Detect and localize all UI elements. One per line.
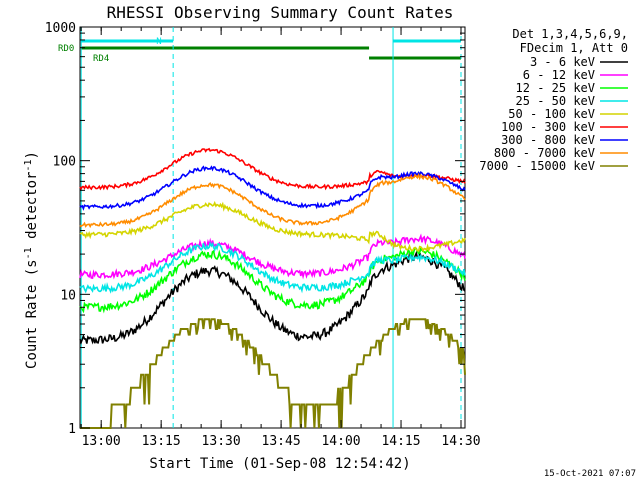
series-line	[79, 172, 466, 229]
legend-label: 25 - 50 keV	[516, 94, 595, 108]
legend-label: 7000 - 15000 keV	[479, 159, 595, 173]
legend-label: 800 - 7000 keV	[494, 146, 595, 160]
series-layer	[79, 147, 466, 429]
x-tick-label: 13:00	[82, 434, 121, 449]
x-tick-label: 14:15	[381, 434, 420, 449]
plot-border	[79, 26, 466, 429]
x-tick-label: 14:30	[441, 434, 480, 449]
x-tick-label: 13:30	[202, 434, 241, 449]
y-tick-label: 10	[60, 288, 76, 303]
plot-frame	[79, 26, 466, 429]
series-line	[79, 165, 466, 211]
series-line	[79, 246, 466, 314]
legend-header-line-2: FDecim 1, Att 0	[520, 41, 628, 55]
legend-label: 6 - 12 keV	[523, 68, 595, 82]
legend-label: 3 - 6 keV	[530, 55, 595, 69]
flags-layer: N RD0 RD4	[58, 37, 462, 64]
x-axis-ticks: 13:00 13:15 13:30 13:45 14:00 14:15 14:30	[80, 27, 481, 449]
flag-label: RD4	[93, 54, 109, 64]
series-line	[79, 233, 466, 280]
series-line	[79, 200, 466, 253]
legend-header-line-1: Det 1,3,4,5,6,9,	[512, 27, 628, 41]
series-line	[79, 147, 466, 191]
legend-label: 12 - 25 keV	[516, 81, 595, 95]
flag-label: RD0	[58, 44, 74, 54]
footer-timestamp: 15-Oct-2021 07:07	[544, 469, 636, 479]
y-tick-label: 100	[53, 155, 76, 170]
legend-label: 50 - 100 keV	[508, 107, 595, 121]
series-line	[79, 240, 466, 294]
x-tick-label: 14:00	[321, 434, 360, 449]
y-axis-ticks: 1 10 100 1000	[45, 21, 465, 437]
y-tick-label: 1	[68, 422, 76, 437]
x-axis-label: Start Time (01-Sep-08 12:54:42)	[149, 456, 410, 472]
series-line	[80, 318, 466, 429]
x-tick-label: 13:45	[262, 434, 301, 449]
y-axis-label: Count Rate (s-1 detector-1)	[23, 151, 40, 369]
chart-title: RHESSI Observing Summary Count Rates	[107, 3, 454, 22]
legend-label: 100 - 300 keV	[501, 120, 595, 134]
y-tick-label: 1000	[45, 21, 76, 36]
x-tick-label: 13:15	[142, 434, 181, 449]
flag-label: N	[156, 37, 161, 47]
legend-label: 300 - 800 keV	[501, 133, 595, 147]
